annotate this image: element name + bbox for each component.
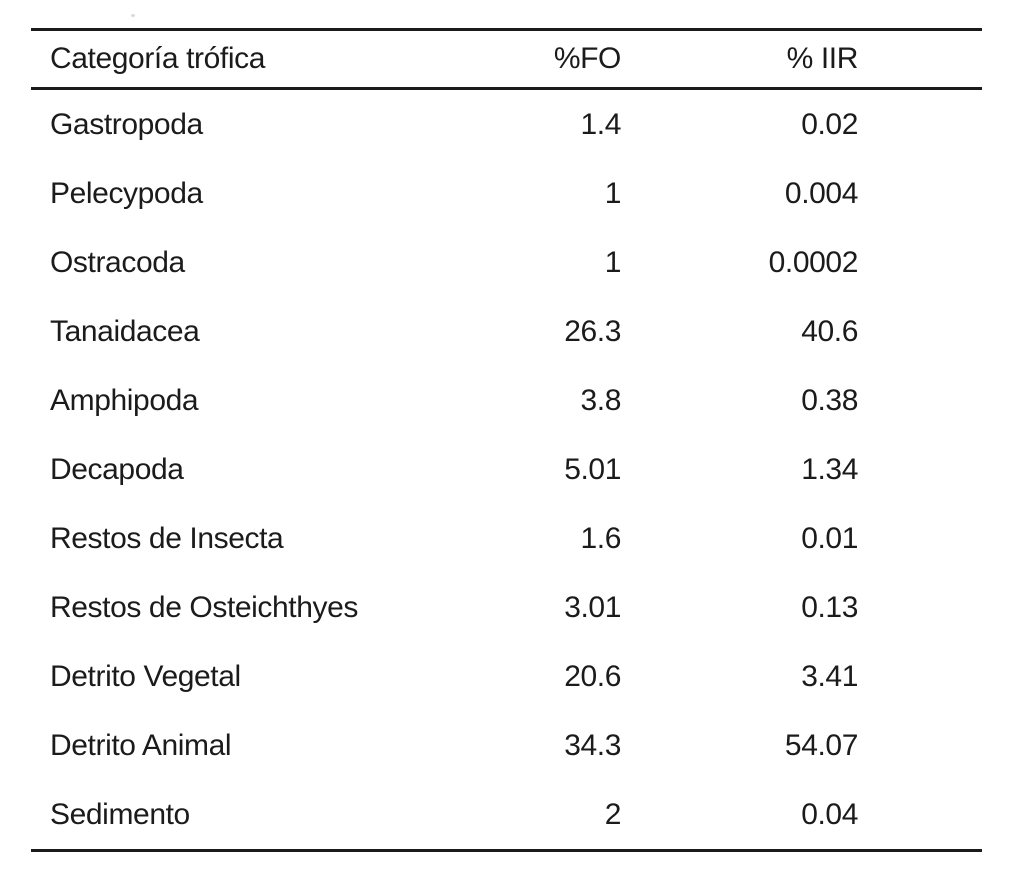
- fo-value-cell: 1: [604, 176, 622, 210]
- fo-value-cell: 1.4: [580, 107, 621, 141]
- iir-value-cell: 0.02: [801, 107, 858, 141]
- table-row: Tanaidacea 26.3 40.6: [31, 297, 982, 366]
- iir-value-cell: 0.13: [801, 590, 858, 624]
- table-row: Pelecypoda 1 0.004: [31, 159, 982, 228]
- table-row: Gastropoda 1.4 0.02: [31, 89, 982, 160]
- column-header-fo: %FO: [411, 29, 621, 90]
- scan-artifact-speck: [131, 14, 135, 17]
- table-row: Restos de Insecta 1.6 0.01: [31, 504, 982, 573]
- table-row: Restos de Osteichthyes 3.01 0.13: [31, 573, 982, 642]
- iir-value-cell: 3.41: [801, 659, 858, 693]
- iir-value-cell: 54.07: [784, 728, 858, 762]
- fo-value-cell: 1: [604, 245, 622, 279]
- trophic-category-cell: Restos de Insecta: [50, 521, 284, 555]
- trophic-category-cell: Tanaidacea: [50, 314, 200, 348]
- table-row: Amphipoda 3.8 0.38: [31, 366, 982, 435]
- trophic-category-cell: Amphipoda: [50, 383, 199, 417]
- table-body: Gastropoda 1.4 0.02 Pelecypoda 1 0.004 O…: [31, 89, 982, 851]
- trophic-category-cell: Decapoda: [50, 452, 184, 486]
- fo-value-cell: 3.01: [564, 590, 621, 624]
- trophic-category-table: Categoría trófica %FO % IIR Gastropoda 1…: [31, 28, 982, 852]
- fo-value-cell: 20.6: [564, 659, 621, 693]
- iir-value-cell: 0.38: [801, 383, 858, 417]
- fo-value-cell: 26.3: [564, 314, 621, 348]
- fo-value-cell: 34.3: [564, 728, 621, 762]
- iir-value-cell: 1.34: [801, 452, 858, 486]
- fo-value-cell: 5.01: [564, 452, 621, 486]
- fo-value-cell: 2: [604, 797, 622, 831]
- table-row: Ostracoda 1 0.0002: [31, 228, 982, 297]
- iir-value-cell: 0.004: [784, 176, 858, 210]
- column-header-category: Categoría trófica: [31, 29, 411, 90]
- trophic-category-cell: Ostracoda: [50, 245, 185, 279]
- trophic-category-cell: Pelecypoda: [50, 176, 203, 210]
- table-row: Sedimento 2 0.04: [31, 780, 982, 851]
- trophic-category-cell: Gastropoda: [50, 107, 203, 141]
- iir-value-cell: 0.01: [801, 521, 858, 555]
- table-header: Categoría trófica %FO % IIR: [31, 29, 982, 90]
- iir-value-cell: 0.04: [801, 797, 858, 831]
- table-row: Decapoda 5.01 1.34: [31, 435, 982, 504]
- trophic-category-cell: Detrito Vegetal: [50, 659, 241, 693]
- trophic-category-cell: Sedimento: [50, 797, 190, 831]
- fo-value-cell: 3.8: [580, 383, 621, 417]
- table-row: Detrito Vegetal 20.6 3.41: [31, 642, 982, 711]
- table-row: Detrito Animal 34.3 54.07: [31, 711, 982, 780]
- column-header-iir: % IIR: [621, 29, 982, 90]
- header-row: Categoría trófica %FO % IIR: [31, 29, 982, 90]
- fo-value-cell: 1.6: [580, 521, 621, 555]
- iir-value-cell: 0.0002: [768, 245, 859, 279]
- trophic-category-cell: Detrito Animal: [50, 728, 232, 762]
- trophic-category-cell: Restos de Osteichthyes: [50, 590, 359, 624]
- iir-value-cell: 40.6: [801, 314, 858, 348]
